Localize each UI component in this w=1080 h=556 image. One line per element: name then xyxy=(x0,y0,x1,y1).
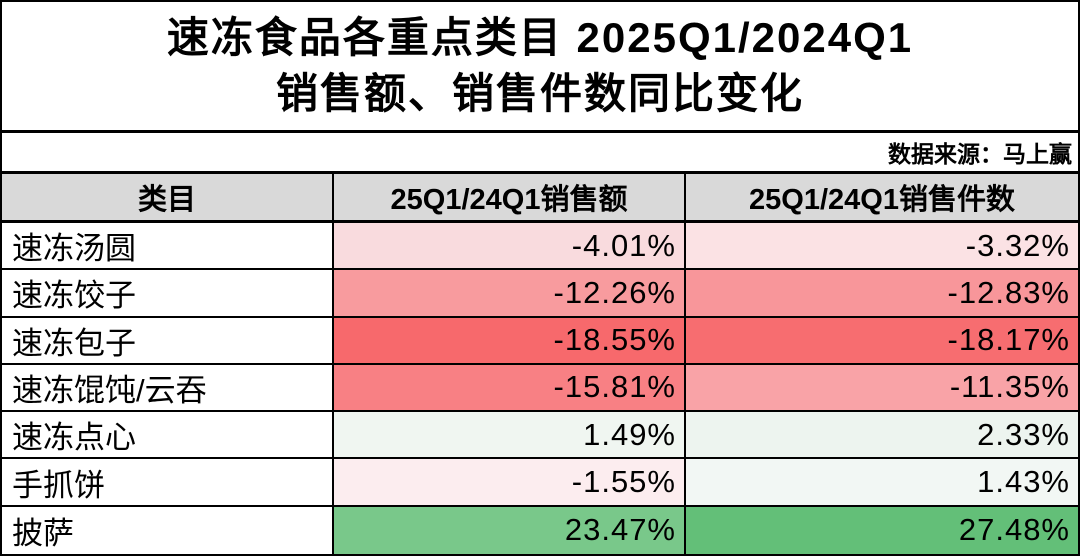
sales-change-cell: -18.55% xyxy=(332,317,684,365)
category-cell: 手抓饼 xyxy=(2,459,332,507)
volume-change-cell: 1.43% xyxy=(684,459,1078,507)
sales-change-cell: -12.26% xyxy=(332,270,684,318)
category-cell: 速冻包子 xyxy=(2,318,332,365)
sales-change-cell: -15.81% xyxy=(332,364,684,413)
page-title-line-2: 销售额、销售件数同比变化 xyxy=(275,70,804,117)
sales-change-cell: -4.01% xyxy=(332,223,684,271)
volume-change-cell: 27.48% xyxy=(684,506,1078,554)
category-cell: 速冻点心 xyxy=(2,412,332,460)
data-table: 类目 25Q1/24Q1销售额 25Q1/24Q1销售件数 速冻汤圆 -4.01… xyxy=(2,174,1078,554)
page-title-line-1: 速冻食品各重点类目 2025Q1/2024Q1 xyxy=(166,13,914,61)
volume-change-cell: 2.33% xyxy=(684,412,1078,460)
sales-change-cell: -1.55% xyxy=(332,459,684,507)
column-header-volume-change: 25Q1/24Q1销售件数 xyxy=(684,174,1078,223)
volume-change-cell: -18.17% xyxy=(684,317,1078,365)
volume-change-cell: -12.83% xyxy=(684,270,1078,318)
category-cell: 速冻汤圆 xyxy=(2,223,332,271)
column-header-category: 类目 xyxy=(2,174,332,223)
title-block: 速冻食品各重点类目 2025Q1/2024Q1 销售额、销售件数同比变化 xyxy=(2,2,1078,133)
category-cell: 披萨 xyxy=(12,515,74,551)
volume-change-cell: -3.32% xyxy=(684,223,1078,271)
category-cell: 速冻饺子 xyxy=(2,270,332,318)
volume-change-cell: -11.35% xyxy=(684,364,1078,413)
category-cell: 速冻馄饨/云吞 xyxy=(2,365,332,413)
data-source-label: 数据来源：马上赢 xyxy=(2,133,1078,174)
sales-change-cell: 1.49% xyxy=(332,412,684,460)
sales-change-cell: 23.47% xyxy=(332,506,684,554)
column-header-sales-change: 25Q1/24Q1销售额 xyxy=(332,174,684,223)
